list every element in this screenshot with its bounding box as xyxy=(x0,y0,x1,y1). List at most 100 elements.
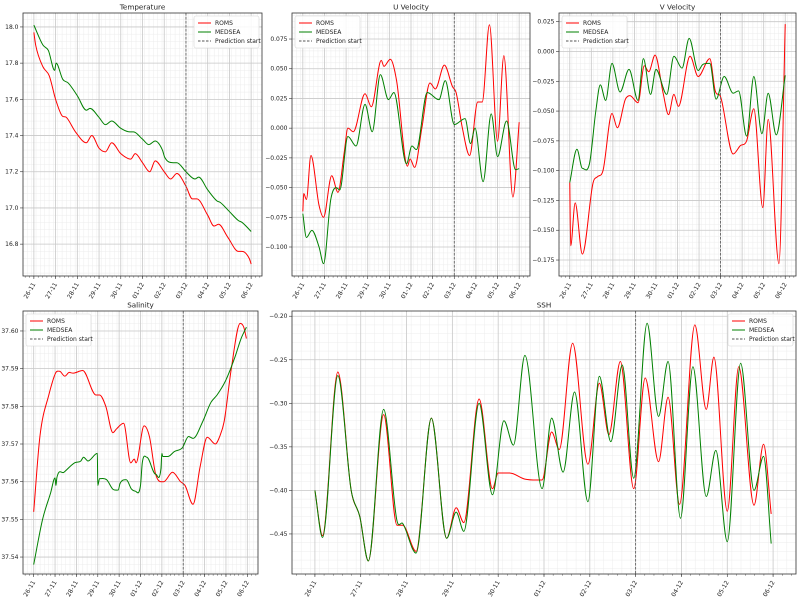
legend-label-medsea: MEDSEA xyxy=(583,29,609,36)
y-tick-label: −0.125 xyxy=(532,197,554,204)
chart-panel-v-velocity: 26-11 27-11 28-11 29-11 30-11 01-12 02-12 03-12… xyxy=(532,3,797,300)
y-tick-label: 37.59 xyxy=(1,366,18,373)
axes-frame xyxy=(22,310,259,575)
series-group xyxy=(314,322,772,562)
x-tick-label: 04-12 xyxy=(465,281,480,300)
series-group xyxy=(33,322,247,565)
x-tick-label: 02-12 xyxy=(688,281,703,300)
chart-title: Salinity xyxy=(127,301,154,310)
legend: ROMS MEDSEA Prediction start xyxy=(727,313,795,347)
axes-frame xyxy=(291,12,531,277)
legend-box xyxy=(294,15,361,49)
x-tick-label: 03-12 xyxy=(175,281,190,300)
legend: ROMS MEDSEA Prediction start xyxy=(25,313,93,347)
x-tick-label: 27-11 xyxy=(349,579,364,598)
x-tick-label: 30-11 xyxy=(110,281,125,300)
y-tick-label: −0.100 xyxy=(532,168,554,175)
chart-title: Temperature xyxy=(119,3,166,12)
y-tick-label: 0.050 xyxy=(270,66,287,73)
y-tick-label: −0.025 xyxy=(532,78,554,85)
x-tick-label: 27-11 xyxy=(44,579,59,598)
y-tick-label: 0.025 xyxy=(537,19,554,26)
grid xyxy=(292,311,796,574)
y-tick-label: 17.2 xyxy=(5,169,19,176)
y-tick-label: −0.175 xyxy=(532,257,554,264)
legend-label-roms: ROMS xyxy=(215,20,233,27)
grid xyxy=(23,311,258,574)
x-tick-label: 28-11 xyxy=(395,579,410,598)
x-tick-label: 29-11 xyxy=(356,281,371,300)
x-tick-label: 06-12 xyxy=(774,281,789,300)
x-tick-label: 05-12 xyxy=(486,281,501,300)
x-tick-label: 05-12 xyxy=(215,579,230,598)
y-tick-label: 37.56 xyxy=(1,479,18,486)
y-tick-label: 0.000 xyxy=(537,48,554,55)
y-tick-label: 37.58 xyxy=(1,403,18,410)
y-tick-label: 37.55 xyxy=(1,516,18,523)
axes-frame xyxy=(291,310,797,575)
chart-title: V Velocity xyxy=(660,3,696,12)
y-tick-label: −0.45 xyxy=(269,531,288,538)
axes-frame xyxy=(558,12,797,277)
grid xyxy=(23,13,262,276)
x-tick-label: 26-11 xyxy=(559,281,574,300)
legend-box xyxy=(561,15,628,49)
legend-box xyxy=(193,15,260,49)
y-tick-label: 17.0 xyxy=(5,205,19,212)
legend-label-medsea: MEDSEA xyxy=(749,327,775,334)
x-tick-label: 04-12 xyxy=(731,281,746,300)
legend-label-prediction: Prediction start xyxy=(583,38,629,45)
series-line-medsea xyxy=(33,326,247,565)
y-tick-label: −0.075 xyxy=(265,214,287,221)
x-tick-label: 06-12 xyxy=(236,579,251,598)
x-tick-label: 01-12 xyxy=(131,281,146,300)
x-tick-label: 04-12 xyxy=(196,281,211,300)
y-tick-label: −0.20 xyxy=(269,313,288,320)
legend-label-roms: ROMS xyxy=(316,20,334,27)
series-line-roms xyxy=(302,24,520,218)
series-line-medsea xyxy=(314,322,772,562)
x-tick-label: 28-11 xyxy=(335,281,350,300)
x-tick-label: 26-11 xyxy=(22,579,37,598)
x-tick-label: 01-12 xyxy=(129,579,144,598)
y-tick-label: 18.0 xyxy=(5,24,19,31)
y-tick-label: 0.075 xyxy=(270,36,287,43)
series-line-medsea xyxy=(302,74,520,265)
x-tick-label: 26-11 xyxy=(304,579,319,598)
grid xyxy=(292,13,530,276)
x-tick-label: 26-11 xyxy=(23,281,38,300)
grid xyxy=(559,13,796,276)
legend-label-medsea: MEDSEA xyxy=(316,29,342,36)
series-line-medsea xyxy=(33,24,252,232)
x-tick-label: 30-11 xyxy=(487,579,502,598)
x-tick-label: 28-11 xyxy=(66,281,81,300)
axes-frame xyxy=(22,12,263,277)
x-tick-label: 02-12 xyxy=(421,281,436,300)
chart-panel-temperature: 26-11 27-11 28-11 29-11 30-11 01-12 02-12 03-12… xyxy=(5,3,263,300)
x-tick-label: 06-12 xyxy=(762,579,777,598)
legend: ROMS MEDSEA Prediction start xyxy=(561,15,629,49)
x-tick-label: 27-11 xyxy=(580,281,595,300)
series-group xyxy=(302,24,520,265)
x-tick-label: 01-12 xyxy=(666,281,681,300)
y-tick-label: −0.050 xyxy=(265,185,287,192)
x-tick-label: 29-11 xyxy=(88,281,103,300)
legend-label-medsea: MEDSEA xyxy=(215,29,241,36)
y-tick-label: 17.4 xyxy=(5,133,19,140)
y-tick-label: 37.60 xyxy=(1,328,18,335)
y-tick-label: 17.6 xyxy=(5,96,19,103)
y-tick-label: 0.000 xyxy=(270,125,287,132)
chart-title: SSH xyxy=(537,301,552,310)
x-tick-label: 05-12 xyxy=(716,579,731,598)
legend-label-medsea: MEDSEA xyxy=(47,327,73,334)
y-tick-label: 0.025 xyxy=(270,95,287,102)
series-group xyxy=(569,24,786,265)
chart-panel-u-velocity: 26-11 27-11 28-11 29-11 30-11 01-12 02-12 03-12… xyxy=(265,3,531,300)
y-tick-label: −0.050 xyxy=(532,108,554,115)
x-tick-label: 03-12 xyxy=(172,579,187,598)
legend-label-roms: ROMS xyxy=(47,318,65,325)
legend-label-roms: ROMS xyxy=(749,318,767,325)
series-line-roms xyxy=(33,322,247,512)
x-tick-label: 01-12 xyxy=(400,281,415,300)
